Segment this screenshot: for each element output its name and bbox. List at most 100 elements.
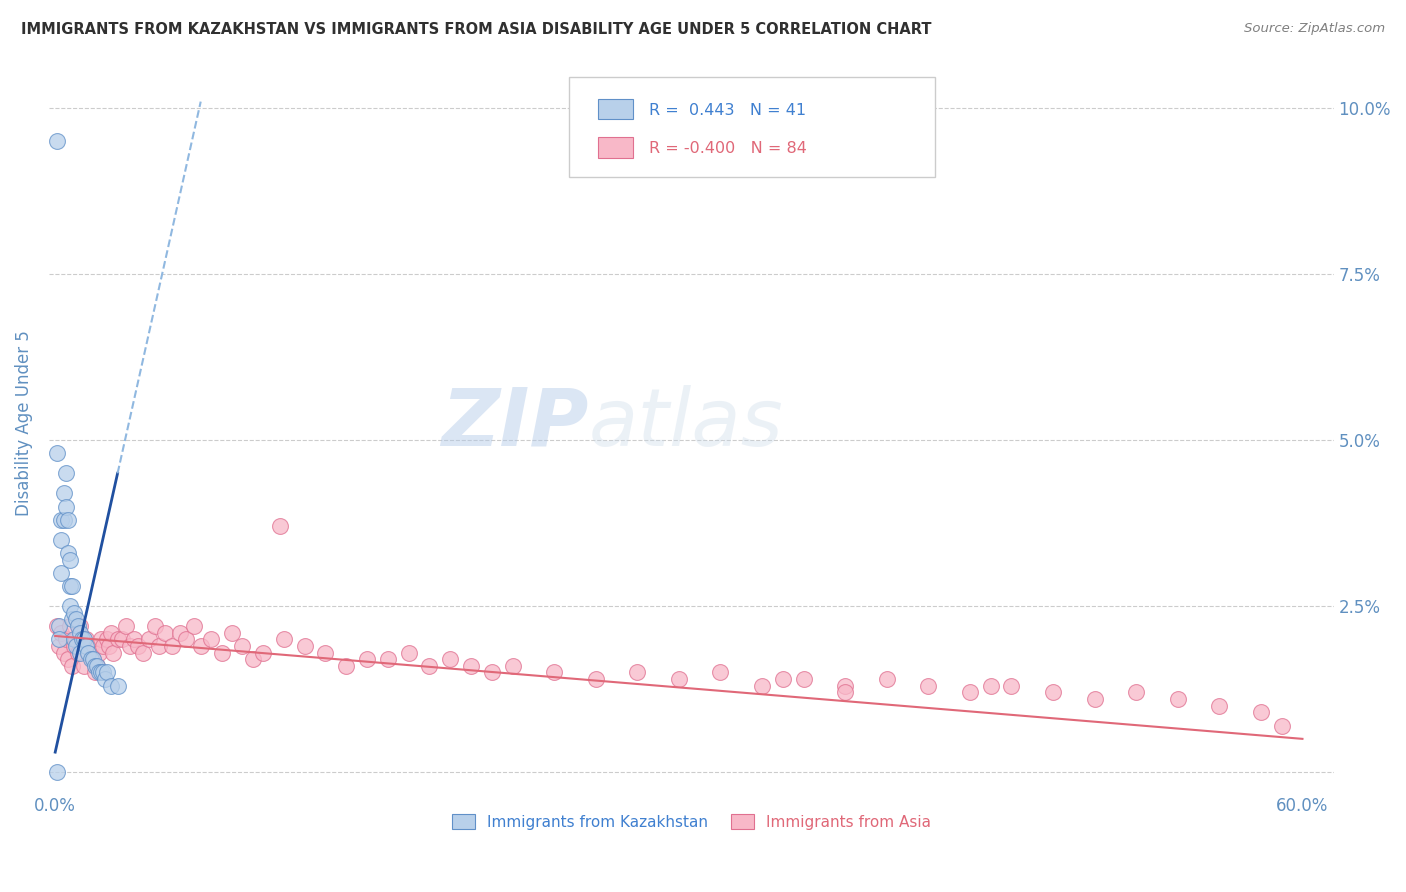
Y-axis label: Disability Age Under 5: Disability Age Under 5 (15, 331, 32, 516)
Point (122, 632, 145, 647)
Point (55, 632, 77, 647)
Point (90, 665, 112, 680)
Point (502, 658, 524, 673)
Point (75, 639, 97, 653)
Point (63, 606, 86, 620)
Point (793, 672, 815, 686)
Point (59, 579, 82, 593)
Point (211, 646, 233, 660)
Point (834, 679, 856, 693)
Point (959, 685, 981, 699)
Point (460, 658, 482, 673)
Point (148, 639, 170, 653)
Bar (598, 99, 634, 120)
Point (87, 665, 110, 680)
Point (1167, 692, 1189, 706)
Point (46, 765, 69, 780)
Point (96, 632, 118, 647)
Point (86, 658, 108, 673)
Point (59, 552, 82, 566)
Point (118, 639, 141, 653)
Point (48, 619, 70, 633)
Point (169, 625, 191, 640)
Point (60, 579, 83, 593)
Point (103, 646, 125, 660)
Point (52, 646, 75, 660)
Point (221, 625, 243, 640)
Point (398, 646, 420, 660)
Point (269, 519, 291, 533)
Point (69, 646, 91, 660)
Point (51, 533, 73, 547)
Point (626, 665, 648, 680)
Point (69, 625, 91, 640)
Point (174, 632, 197, 647)
Point (56, 513, 79, 527)
Point (1000, 679, 1022, 693)
Point (1271, 718, 1294, 732)
Text: atlas: atlas (589, 384, 783, 463)
Bar (598, 137, 634, 158)
Point (59, 619, 82, 633)
Point (55, 467, 77, 481)
Text: R = -0.400   N = 84: R = -0.400 N = 84 (650, 141, 807, 156)
Point (87, 646, 110, 660)
Point (73, 632, 96, 647)
Point (127, 639, 149, 653)
Point (107, 632, 129, 647)
Point (46, 135, 69, 149)
Text: IMMIGRANTS FROM KAZAKHSTAN VS IMMIGRANTS FROM ASIA DISABILITY AGE UNDER 5 CORREL: IMMIGRANTS FROM KAZAKHSTAN VS IMMIGRANTS… (21, 22, 932, 37)
Point (67, 619, 90, 633)
Point (48, 639, 70, 653)
Point (69, 619, 91, 633)
Point (1125, 685, 1147, 699)
Point (96, 665, 118, 680)
Point (82, 652, 104, 666)
Point (79, 652, 101, 666)
Point (79, 639, 101, 653)
Point (377, 652, 399, 666)
Point (82, 652, 104, 666)
Point (70, 639, 93, 653)
Point (1042, 685, 1064, 699)
Point (252, 646, 274, 660)
Point (418, 658, 440, 673)
Point (48, 632, 70, 647)
Point (77, 646, 100, 660)
Text: Source: ZipAtlas.com: Source: ZipAtlas.com (1244, 22, 1385, 36)
Point (314, 646, 336, 660)
Legend: Immigrants from Kazakhstan, Immigrants from Asia: Immigrants from Kazakhstan, Immigrants f… (446, 807, 936, 836)
Point (65, 639, 87, 653)
Point (190, 639, 212, 653)
Point (65, 612, 87, 626)
Point (56, 546, 79, 560)
Point (90, 632, 112, 647)
Point (1208, 698, 1230, 713)
Point (335, 658, 357, 673)
Point (143, 619, 166, 633)
Point (51, 513, 73, 527)
Point (51, 566, 73, 580)
Point (100, 625, 122, 640)
Point (107, 679, 129, 693)
Point (55, 500, 77, 514)
Point (46, 446, 69, 460)
Point (75, 632, 97, 647)
Point (231, 639, 253, 653)
Point (115, 619, 138, 633)
Point (77, 646, 100, 660)
Point (294, 639, 316, 653)
Point (200, 632, 222, 647)
Point (60, 612, 83, 626)
Point (73, 658, 96, 673)
Point (356, 652, 378, 666)
Point (83, 665, 105, 680)
Point (98, 639, 121, 653)
Point (155, 625, 177, 640)
Point (273, 632, 295, 647)
Point (131, 646, 153, 660)
Point (91, 639, 114, 653)
Point (751, 679, 773, 693)
Point (70, 632, 93, 647)
Point (183, 619, 205, 633)
